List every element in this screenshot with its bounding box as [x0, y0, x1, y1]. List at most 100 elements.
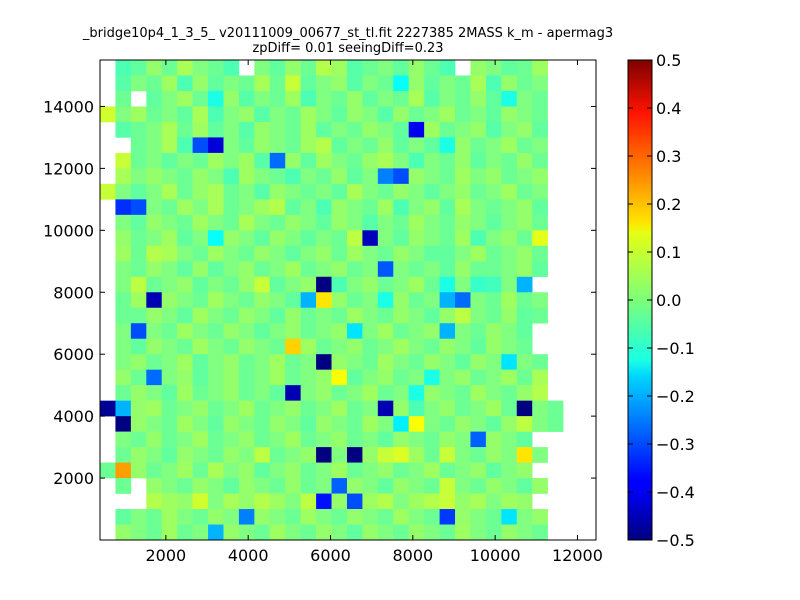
heatmap-cell: [331, 261, 348, 278]
heatmap-cell: [161, 106, 178, 123]
heatmap-cell: [532, 245, 548, 262]
heatmap-cell: [115, 462, 132, 479]
heatmap-cell: [377, 90, 394, 107]
heatmap-cell: [269, 245, 286, 262]
heatmap-cell: [393, 431, 410, 448]
heatmap-cell: [516, 307, 533, 324]
heatmap-cell: [501, 152, 518, 169]
heatmap-cell: [208, 121, 224, 138]
heatmap-cell: [161, 524, 178, 541]
heatmap-cell: [285, 369, 301, 386]
heatmap-cell: [424, 524, 440, 541]
heatmap-cell: [424, 199, 440, 216]
heatmap-cell: [300, 230, 317, 247]
heatmap-cell: [300, 199, 317, 216]
heatmap-cell: [532, 478, 548, 494]
heatmap-cell: [377, 245, 394, 262]
heatmap-cell: [532, 447, 548, 463]
heatmap-cell: [501, 199, 518, 216]
colorbar-tick-label: −0.2: [656, 387, 695, 406]
heatmap-cell: [238, 369, 255, 386]
heatmap-cell: [516, 431, 533, 448]
heatmap-cell: [300, 60, 317, 76]
heatmap-cell: [130, 338, 147, 355]
heatmap-cell: [130, 168, 147, 185]
heatmap-cell: [285, 338, 301, 355]
heatmap-cell: [300, 509, 317, 525]
heatmap-cell: [177, 509, 193, 525]
heatmap-cell: [192, 75, 209, 92]
heatmap-cell: [269, 400, 286, 417]
heatmap-cell: [192, 493, 209, 510]
heatmap-cell: [470, 509, 487, 525]
heatmap-cell: [146, 137, 163, 154]
heatmap-cell: [532, 307, 548, 324]
heatmap-cell: [516, 168, 533, 185]
heatmap-cell: [470, 323, 487, 340]
heatmap-cell: [130, 214, 147, 231]
heatmap-cell: [408, 90, 425, 107]
heatmap-cell: [269, 183, 286, 200]
heatmap-cell: [223, 183, 240, 200]
heatmap-cell: [455, 400, 471, 417]
heatmap-cell: [254, 168, 271, 185]
heatmap-cell: [285, 245, 301, 262]
heatmap-cell: [331, 214, 348, 231]
heatmap-cell: [485, 245, 502, 262]
heatmap-cell: [485, 478, 502, 494]
colorbar: −0.5 −0.4 −0.3 −0.2 −0.1 0.0 0.1 0.2 0.3 0.4 0.5: [627, 51, 695, 550]
heatmap-cell: [377, 462, 394, 479]
heatmap-cell: [393, 60, 410, 76]
heatmap-cell: [346, 106, 363, 123]
heatmap-cell: [192, 60, 209, 76]
heatmap-cell: [470, 152, 487, 169]
heatmap-cell: [455, 369, 471, 386]
heatmap-cell: [238, 478, 255, 494]
heatmap-cell: [532, 416, 548, 432]
heatmap-cell: [424, 214, 440, 231]
heatmap-cell: [424, 416, 440, 432]
heatmap-cell: [516, 493, 533, 510]
heatmap-cell: [408, 369, 425, 386]
y-tick-label: 6000: [53, 345, 94, 364]
heatmap-cell: [192, 106, 209, 123]
heatmap-cell: [331, 245, 348, 262]
heatmap-cell: [285, 400, 301, 417]
x-axis: 2000 4000 6000 8000 10000 12000: [145, 60, 603, 565]
heatmap-cell: [424, 230, 440, 247]
heatmap-cell: [146, 307, 163, 324]
heatmap-cell: [223, 431, 240, 448]
heatmap-cell: [439, 261, 456, 278]
heatmap-cell: [532, 524, 548, 541]
heatmap-cell: [501, 323, 518, 340]
heatmap-cell: [439, 338, 456, 355]
heatmap-cell: [146, 462, 163, 479]
heatmap-cell: [485, 416, 502, 432]
heatmap-cell: [208, 106, 224, 123]
heatmap-cell: [331, 524, 348, 541]
heatmap-cell: [146, 75, 163, 92]
heatmap-cell: [362, 60, 379, 76]
heatmap-cell: [269, 276, 286, 293]
heatmap-cell: [455, 183, 471, 200]
heatmap-cell: [238, 106, 255, 123]
heatmap-cell: [377, 493, 394, 510]
heatmap-cell: [346, 462, 363, 479]
heatmap-cell: [192, 478, 209, 494]
heatmap-cell: [115, 106, 132, 123]
heatmap-cell: [177, 121, 193, 138]
heatmap-cell: [130, 354, 147, 370]
heatmap-cell: [408, 75, 425, 92]
heatmap-cell: [208, 214, 224, 231]
heatmap-cell: [377, 416, 394, 432]
heatmap-cell: [331, 276, 348, 293]
heatmap-cell: [269, 493, 286, 510]
heatmap-cell: [346, 323, 363, 340]
heatmap-cell: [161, 60, 178, 76]
heatmap-cell: [208, 478, 224, 494]
heatmap-cell: [455, 137, 471, 154]
heatmap-cell: [424, 106, 440, 123]
heatmap-cell: [269, 431, 286, 448]
heatmap-cell: [485, 493, 502, 510]
heatmap-cell: [254, 416, 271, 432]
